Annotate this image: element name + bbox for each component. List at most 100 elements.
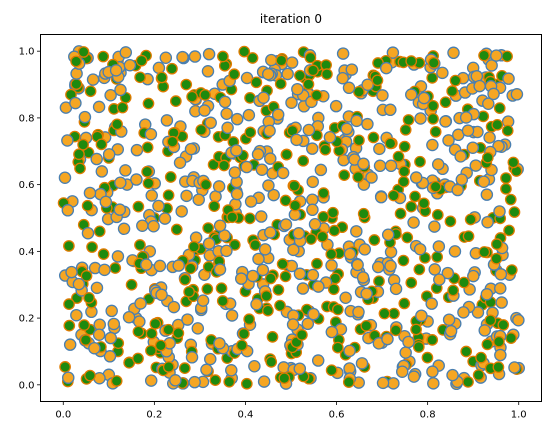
scatter-point-green-r589 [331,303,344,316]
y-tick-label: 1.0 [19,47,35,58]
scatter-point-orange-r621 [360,287,373,301]
scatter-point-green-r39 [378,307,391,320]
scatter-point-orange-r363 [254,210,268,223]
scatter-point-orange-r159 [471,306,485,319]
scatter-point-orange-r206 [386,46,400,59]
scatter-point-orange-r719 [144,374,158,387]
scatter-point-orange-r721 [256,263,270,277]
scatter-point-green-r434 [503,224,515,237]
scatter-point-green-r813 [399,123,412,136]
scatter-point-orange-r670 [134,297,147,310]
scatter-point-orange-r668 [417,91,431,105]
scatter-point-orange-r901 [286,318,300,331]
scatter-point-orange-r736 [230,187,244,201]
scatter-point-orange-r842 [213,263,227,276]
scatter-point-orange-r654 [306,203,319,217]
scatter-point-orange-r430 [192,193,205,206]
scatter-point-orange-r856 [172,259,185,272]
scatter-point-orange-r561 [467,269,480,283]
y-tick-label: 0.2 [19,314,35,325]
scatter-point-green-r318 [141,141,154,154]
scatter-point-green-r622 [305,233,317,245]
scatter-point-orange-r664 [371,260,385,274]
scatter-point-green-r234 [504,193,517,206]
scatter-point-orange-r673 [495,296,508,309]
scatter-point-green-r807 [141,165,153,178]
scatter-point-orange-r290 [350,114,363,128]
x-tick-label: 1.0 [511,410,527,421]
scatter-point-green-r836 [491,118,504,131]
scatter-point-green-r179 [462,230,475,243]
scatter-point-orange-r810 [230,144,243,157]
scatter-point-orange-r424 [185,351,199,364]
scatter-point-green-r816 [78,319,91,331]
scatter-point-orange-r727 [198,104,211,117]
scatter-point-orange-r554 [311,354,325,367]
scatter-point-green-r872 [321,68,333,80]
scatter-point-green-r886 [307,64,319,77]
scatter-point-orange-r713 [302,123,316,137]
scatter-point-green-r763 [296,329,308,341]
plot-area-frame [40,34,542,402]
scatter-point-green-r203 [402,114,415,126]
scatter-point-green-r611 [505,264,518,276]
scatter-point-green-r423 [500,182,512,195]
scatter-point-green-r43 [431,251,444,263]
scatter-point-green-r592 [95,138,108,151]
scatter-point-orange-r485 [176,50,189,64]
scatter-point-green-r322 [460,345,473,358]
scatter-point-orange-r823 [88,341,101,355]
scatter-point-orange-r680 [99,195,113,209]
scatter-point-green-r828 [116,101,129,114]
scatter-point-orange-r529 [293,267,307,281]
scatter-point-orange-r760 [414,112,427,125]
scatter-point-orange-r231 [442,134,455,147]
scatter-point-orange-r782 [358,243,372,256]
scatter-point-green-6 [426,72,439,84]
scatter-point-green-r768 [244,126,257,139]
scatter-point-orange-r826 [72,277,86,291]
scatter-point-orange-r738 [147,219,160,233]
scatter-point-green-r862 [199,89,211,101]
scatter-point-orange-r533 [264,152,277,165]
scatter-point-green-r454 [294,69,306,82]
scatter-point-orange-r827 [251,148,265,161]
scatter-point-green-r869 [398,297,411,310]
scatter-point-orange-r629 [173,156,187,169]
scatter-point-orange-r822 [436,66,449,80]
scatter-point-orange-r330 [114,176,127,189]
scatter-point-orange-r898 [123,58,137,72]
scatter-point-orange-r469 [152,199,165,213]
scatter-point-orange-r131 [103,350,117,363]
scatter-point-orange-r581 [287,243,300,257]
x-axis: 0.0 0.2 0.4 0.6 0.8 1.0 [55,401,527,421]
scatter-point-orange-r538 [285,56,299,69]
scatter-point-orange-r517 [413,242,427,256]
scatter-point-green-r814 [342,376,355,388]
scatter-point-orange-r653 [98,263,111,277]
scatter-point-orange-r896 [276,166,290,180]
scatter-point-orange-r874 [306,268,320,282]
scatter-point-green-r686 [491,238,503,250]
scatter-point-orange-r645 [485,59,498,72]
scatter-point-orange-r789 [114,83,127,97]
scatter-point-orange-r717 [90,281,104,295]
scatter-point-green-r726 [155,71,168,84]
scatter-point-green-r262 [226,211,239,224]
scatter-point-orange-r911 [490,49,503,62]
scatter-point-orange-r650 [255,163,269,176]
scatter-point-green-r750 [405,55,418,67]
scatter-point-orange-r723 [220,107,233,121]
scatter-point-green-r894 [217,50,229,63]
scatter-point-green-r769 [276,258,289,270]
scatter-point-green-r860 [132,200,145,213]
scatter-point-green-r437 [77,138,89,151]
scatter-point-orange-r694 [212,180,226,193]
scatter-point-green-r519 [327,283,340,296]
scatter-point-green-r405 [418,197,430,210]
scatter-point-green-r737 [184,262,197,275]
scatter-point-green-r838 [508,206,521,218]
scatter-point-green-r113 [201,283,214,295]
scatter-point-orange-r790 [494,282,507,295]
scatter-point-orange-r406 [119,46,133,59]
